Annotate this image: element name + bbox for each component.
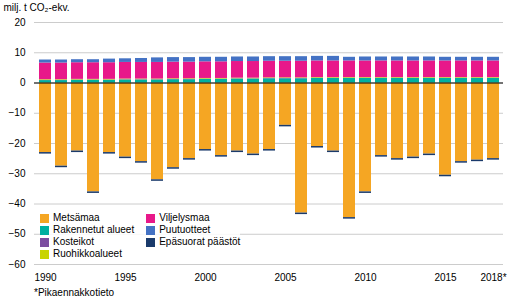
- svg-text:−50: −50: [9, 228, 26, 239]
- svg-text:−30: −30: [9, 168, 26, 179]
- svg-text:2018*: 2018*: [480, 272, 506, 283]
- html-text:Ruohikkoalueet: Ruohikkoalueet: [53, 248, 122, 259]
- svg-text:2015: 2015: [434, 272, 457, 283]
- html-text:*Pikaennakkotieto: *Pikaennakkotieto: [34, 287, 115, 298]
- svg-text:−20: −20: [9, 138, 26, 149]
- svg-text:0: 0: [20, 77, 26, 88]
- svg-text:−10: −10: [9, 107, 26, 118]
- html-text:Kosteikot: Kosteikot: [53, 236, 95, 247]
- svg-text:−40: −40: [9, 198, 26, 209]
- svg-text:20: 20: [14, 17, 26, 28]
- svg-text:−60: −60: [9, 259, 26, 270]
- svg-text:2000: 2000: [194, 272, 217, 283]
- svg-text:2010: 2010: [354, 272, 377, 283]
- svg-text:10: 10: [14, 47, 26, 58]
- svg-text:1990: 1990: [34, 272, 57, 283]
- html-text:Viljelysmaa: Viljelysmaa: [159, 212, 210, 223]
- svg-text:2005: 2005: [274, 272, 297, 283]
- svg-text:1995: 1995: [114, 272, 137, 283]
- html-text:Puutuotteet: Puutuotteet: [159, 224, 211, 235]
- html-text:Metsämaa: Metsämaa: [53, 212, 100, 223]
- html-text:Epäsuorat päästöt: Epäsuorat päästöt: [159, 236, 241, 247]
- html-text:Rakennetut alueet: Rakennetut alueet: [53, 224, 135, 235]
- svg-text:milj. t CO₂-ekv.: milj. t CO₂-ekv.: [4, 2, 70, 13]
